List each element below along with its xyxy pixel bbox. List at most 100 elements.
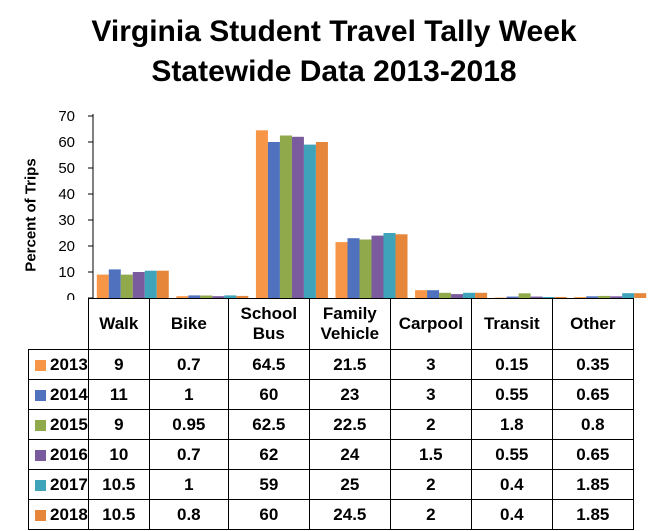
bar-2016-5 bbox=[530, 296, 543, 298]
y-tick-label: 0 bbox=[67, 290, 75, 300]
y-tick-label: 70 bbox=[58, 108, 75, 125]
legend-swatch bbox=[35, 479, 46, 491]
data-value: 62 bbox=[227, 439, 310, 470]
legend-entry: 2018 bbox=[28, 499, 89, 530]
data-value: 24.5 bbox=[308, 499, 391, 530]
bar-2014-3 bbox=[347, 238, 360, 298]
bar-2014-1 bbox=[188, 295, 201, 298]
data-value: 0.8 bbox=[551, 409, 634, 440]
data-value: 0.4 bbox=[470, 499, 553, 530]
data-value: 21.5 bbox=[308, 349, 391, 380]
legend-swatch bbox=[35, 419, 46, 431]
data-value: 1.5 bbox=[389, 439, 472, 470]
data-value: 0.95 bbox=[148, 409, 229, 440]
data-value: 3 bbox=[389, 349, 472, 380]
legend-label: 2014 bbox=[50, 384, 88, 404]
data-value: 22.5 bbox=[308, 409, 391, 440]
legend-swatch bbox=[35, 389, 46, 401]
y-tick-label: 60 bbox=[58, 134, 75, 151]
chart-plot: 0 10 20 30 40 50 60 70 bbox=[58, 108, 647, 300]
data-value: 0.55 bbox=[470, 379, 553, 410]
category-label: Bike bbox=[170, 314, 207, 333]
y-tick-label: 20 bbox=[58, 238, 75, 255]
table-row: 2017 10.5 1 59 25 2 0.4 1.85 bbox=[28, 469, 634, 500]
bar-2016-0 bbox=[132, 272, 145, 298]
data-value: 10.5 bbox=[87, 469, 150, 500]
bar-2015-4 bbox=[439, 292, 452, 298]
y-tick-label: 10 bbox=[58, 264, 75, 281]
data-value: 60 bbox=[227, 379, 310, 410]
legend-label: 2016 bbox=[50, 444, 88, 464]
bar-2018-5 bbox=[554, 296, 567, 298]
bar-2013-0 bbox=[96, 274, 109, 298]
y-tick-label: 30 bbox=[58, 212, 75, 229]
legend-entry: 2016 bbox=[28, 439, 89, 470]
bar-2013-2 bbox=[255, 130, 268, 298]
data-value: 1.85 bbox=[551, 469, 634, 500]
category-label: Other bbox=[570, 314, 616, 333]
bar-2017-0 bbox=[144, 270, 157, 298]
category-label: Walk bbox=[99, 314, 139, 333]
bars bbox=[96, 130, 647, 298]
data-value: 9 bbox=[87, 409, 150, 440]
category-label: School bbox=[240, 304, 298, 323]
data-value: 0.7 bbox=[148, 439, 229, 470]
data-value: 0.35 bbox=[551, 349, 634, 380]
data-value: 23 bbox=[308, 379, 391, 410]
data-value: 0.15 bbox=[470, 349, 553, 380]
bar-2017-5 bbox=[542, 296, 555, 298]
table-row: 2013 9 0.7 64.5 21.5 3 0.15 0.35 bbox=[28, 349, 634, 380]
legend-entry: 2017 bbox=[28, 469, 89, 500]
data-value: 2 bbox=[389, 499, 472, 530]
legend-label: 2015 bbox=[50, 414, 88, 434]
bar-2015-6 bbox=[598, 295, 611, 298]
data-value: 1.8 bbox=[470, 409, 553, 440]
table-category-header: Bike bbox=[148, 298, 229, 350]
bar-2015-1 bbox=[200, 295, 213, 298]
table-category-header: School Bus bbox=[227, 298, 310, 350]
legend-swatch bbox=[35, 359, 46, 371]
bar-2018-3 bbox=[395, 234, 408, 298]
data-value: 0.55 bbox=[470, 439, 553, 470]
category-label: Vehicle bbox=[320, 324, 380, 343]
data-value: 64.5 bbox=[227, 349, 310, 380]
table-category-header: Family Vehicle bbox=[308, 298, 391, 350]
chart-title-line-1: Virginia Student Travel Tally Week bbox=[91, 15, 577, 48]
bar-2014-0 bbox=[108, 269, 121, 298]
bar-2017-3 bbox=[383, 233, 396, 298]
bar-2018-0 bbox=[156, 270, 169, 298]
category-label: Transit bbox=[483, 314, 540, 333]
bar-2016-2 bbox=[291, 136, 304, 298]
data-value: 10 bbox=[87, 439, 150, 470]
data-value: 1 bbox=[148, 379, 229, 410]
data-value: 0.65 bbox=[551, 379, 634, 410]
bar-2014-4 bbox=[427, 290, 440, 298]
data-value: 2 bbox=[389, 409, 472, 440]
table-row: 2016 10 0.7 62 24 1.5 0.55 0.65 bbox=[28, 439, 634, 470]
table-row: 2015 9 0.95 62.5 22.5 2 1.8 0.8 bbox=[28, 409, 634, 440]
bar-2014-6 bbox=[586, 296, 599, 298]
table-category-header: Other bbox=[551, 298, 634, 350]
bar-2017-2 bbox=[303, 144, 316, 298]
bar-2018-2 bbox=[315, 142, 328, 298]
table-category-header: Transit bbox=[470, 298, 553, 350]
bar-2017-4 bbox=[463, 292, 476, 298]
legend-entry: 2015 bbox=[28, 409, 89, 440]
chart-title-line-2: Statewide Data 2013-2018 bbox=[151, 55, 517, 88]
bar-2015-2 bbox=[279, 135, 292, 298]
y-tick-label: 40 bbox=[58, 186, 75, 203]
bar-2014-5 bbox=[506, 296, 519, 298]
bar-2016-3 bbox=[371, 235, 384, 298]
bar-2015-5 bbox=[518, 293, 531, 298]
bar-2018-6 bbox=[634, 293, 647, 298]
data-value: 10.5 bbox=[87, 499, 150, 530]
y-axis: 0 10 20 30 40 50 60 70 bbox=[58, 108, 94, 300]
data-value: 0.4 bbox=[470, 469, 553, 500]
data-value: 60 bbox=[227, 499, 310, 530]
y-tick-label: 50 bbox=[58, 160, 75, 177]
bar-2015-0 bbox=[120, 274, 133, 298]
legend-entry: 2014 bbox=[28, 379, 89, 410]
bar-2017-1 bbox=[224, 295, 237, 298]
data-value: 3 bbox=[389, 379, 472, 410]
bar-2017-6 bbox=[622, 293, 635, 298]
